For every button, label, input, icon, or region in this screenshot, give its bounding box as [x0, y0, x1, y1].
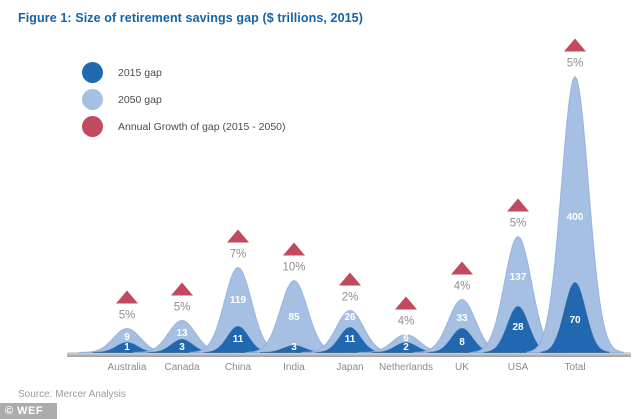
axis-label-india: India [283, 362, 305, 373]
value-2015-gap-total: 70 [569, 315, 581, 326]
growth-triangle-icon-uk [451, 261, 473, 275]
axis-label-canada: Canada [164, 362, 199, 373]
axis-label-usa: USA [508, 362, 529, 373]
axis-label-total: Total [564, 362, 585, 373]
value-2050-gap-canada: 13 [176, 328, 188, 339]
growth-pct-label-china: 7% [230, 249, 247, 261]
axis-label-uk: UK [455, 362, 469, 373]
value-2050-gap-usa: 137 [510, 272, 527, 283]
legend-item-annual-growth: Annual Growth of gap (2015 - 2050) [82, 113, 286, 140]
growth-pct-label-japan: 2% [342, 292, 359, 304]
axis-label-japan: Japan [336, 362, 363, 373]
legend-item-2015-gap: 2015 gap [82, 59, 286, 86]
value-2050-gap-uk: 33 [456, 313, 468, 324]
growth-triangle-icon-china [227, 229, 249, 243]
growth-pct-label-usa: 5% [510, 218, 527, 230]
value-2015-gap-netherlands: 2 [403, 342, 409, 353]
value-2050-gap-india: 85 [288, 312, 300, 323]
growth-triangle-icon-netherlands [395, 296, 417, 310]
growth-triangle-icon-canada [171, 282, 193, 296]
value-2050-gap-total: 400 [567, 212, 584, 223]
growth-pct-label-uk: 4% [454, 281, 471, 293]
value-2050-gap-australia: 9 [124, 332, 130, 343]
area-2050-gap-total [526, 75, 624, 353]
growth-pct-label-india: 10% [282, 262, 305, 274]
growth-triangle-icon-usa [507, 198, 529, 212]
legend-label-annual-growth: Annual Growth of gap (2015 - 2050) [118, 120, 286, 133]
source-note: Source: Mercer Analysis [18, 389, 126, 400]
value-2050-gap-netherlands: 6 [403, 333, 409, 344]
growth-triangle-icon-total [564, 38, 586, 52]
value-2015-gap-china: 11 [233, 334, 244, 345]
value-2015-gap-canada: 3 [179, 342, 185, 353]
growth-triangle-icon-australia [116, 290, 138, 304]
x-axis-baseline [67, 352, 631, 357]
legend-label-2050-gap: 2050 gap [118, 93, 162, 106]
axis-label-australia: Australia [108, 362, 147, 373]
axis-label-netherlands: Netherlands [379, 362, 433, 373]
figure-title: Figure 1: Size of retirement savings gap… [18, 11, 363, 25]
legend-item-2050-gap: 2050 gap [82, 86, 286, 113]
value-2015-gap-australia: 1 [124, 342, 130, 353]
legend-swatch-2015-gap-icon [82, 62, 103, 83]
growth-triangle-icon-japan [339, 272, 361, 286]
area-2015-gap-total [540, 281, 610, 353]
growth-pct-label-canada: 5% [174, 302, 191, 314]
growth-pct-label-netherlands: 4% [398, 316, 415, 328]
wef-watermark: © WEF [0, 403, 57, 419]
value-2050-gap-japan: 26 [344, 312, 356, 323]
legend-label-2015-gap: 2015 gap [118, 66, 162, 79]
legend-swatch-2050-gap-icon [82, 89, 103, 110]
legend-swatch-annual-growth-icon [82, 116, 103, 137]
growth-triangle-icon-india [283, 242, 305, 256]
value-2015-gap-india: 3 [291, 342, 297, 353]
axis-label-china: China [225, 362, 252, 373]
value-2015-gap-usa: 28 [512, 322, 524, 333]
growth-pct-label-australia: 5% [119, 310, 136, 322]
growth-pct-label-total: 5% [567, 58, 584, 70]
chart-legend: 2015 gap 2050 gap Annual Growth of gap (… [82, 59, 286, 140]
value-2015-gap-japan: 11 [345, 334, 356, 345]
value-2050-gap-china: 119 [230, 295, 247, 306]
value-2015-gap-uk: 8 [459, 337, 465, 348]
